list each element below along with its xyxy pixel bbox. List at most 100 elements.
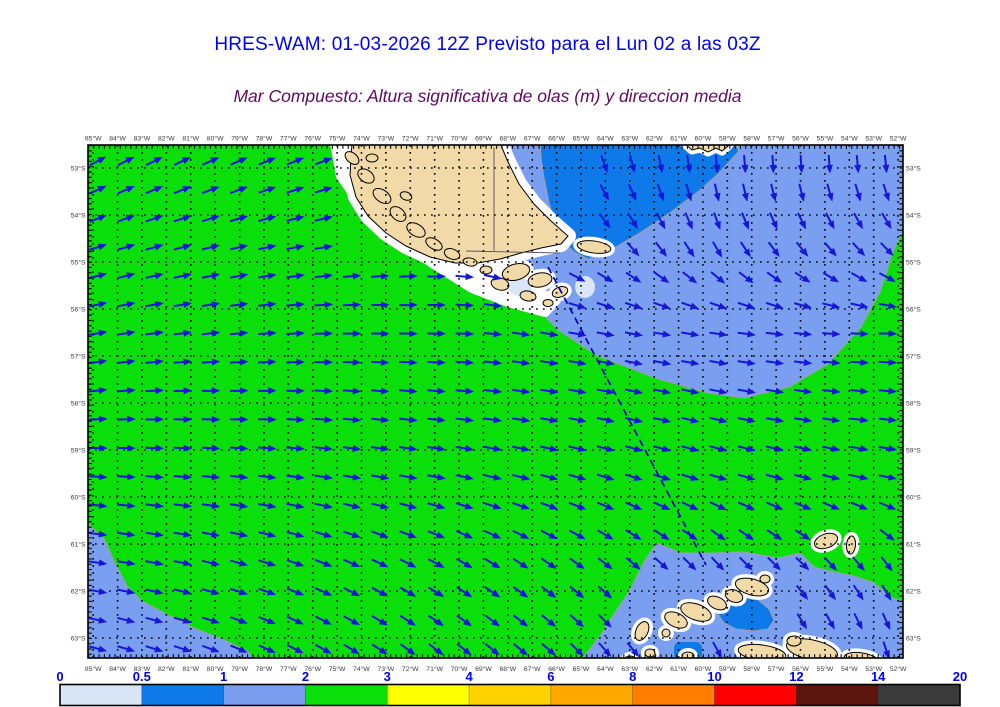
lat-label-left: 61°S	[71, 540, 86, 548]
wave-arrow	[258, 444, 277, 452]
wave-arrow	[89, 243, 107, 251]
wave-arrow	[793, 359, 813, 367]
wave-arrow	[88, 387, 108, 394]
wave-arrow	[681, 416, 700, 424]
wave-arrow	[286, 301, 305, 309]
wave-arrow	[624, 416, 644, 424]
wave-arrow	[117, 243, 136, 251]
lon-label-bottom: 81°W	[182, 665, 199, 673]
wave-arrow	[88, 329, 108, 337]
wave-arrow	[681, 359, 700, 367]
colorbar: 0 0.5 1 2 3 4 6 8 10 12 14 20	[56, 669, 967, 707]
wave-arrow	[88, 300, 108, 308]
lat-label-left: 60°S	[71, 493, 86, 501]
wave-arrow	[511, 445, 531, 453]
wave-arrow	[88, 530, 108, 538]
wave-arrow	[765, 330, 785, 338]
lon-label-top: 58°W	[743, 135, 760, 143]
wave-arrow	[512, 614, 529, 627]
wave-arrow	[201, 387, 221, 395]
wave-arrow	[173, 214, 192, 223]
lon-label-top: 67°W	[524, 135, 541, 143]
colorbar-segment	[223, 684, 306, 706]
wave-arrow	[822, 445, 841, 453]
wave-arrow	[770, 183, 777, 202]
wave-arrow	[597, 613, 612, 628]
lon-label-top: 80°W	[207, 135, 224, 143]
wave-arrow	[88, 502, 108, 509]
wave-arrow	[399, 530, 417, 539]
lon-label-bottom: 85°W	[85, 665, 102, 673]
wave-arrow	[371, 643, 388, 655]
wave-arrow	[879, 528, 895, 541]
wave-arrow	[117, 616, 136, 624]
route-dashed-line	[547, 266, 707, 566]
wave-arrow	[765, 501, 784, 510]
wave-arrow	[766, 271, 783, 284]
wave-arrow	[512, 586, 529, 598]
wave-arrow	[455, 301, 475, 309]
wave-arrow	[314, 473, 333, 481]
wave-arrow	[145, 559, 164, 567]
wave-arrow	[765, 359, 785, 367]
lon-label-top: 85°W	[85, 135, 102, 143]
wave-arrow	[653, 271, 670, 284]
chile-argentina-border	[465, 250, 561, 254]
wave-arrow	[145, 156, 163, 166]
wave-arrow	[117, 300, 136, 308]
wave-arrow	[878, 473, 897, 481]
wave-arrow	[343, 587, 361, 597]
wave-arrow	[258, 157, 276, 166]
colorbar-tick: 2	[302, 669, 309, 684]
land-islet	[490, 277, 510, 291]
wave-arrow	[597, 529, 614, 540]
lon-label-top: 65°W	[573, 135, 590, 143]
wave-arrow	[371, 558, 389, 568]
land-isla-hoste	[501, 262, 531, 282]
wave-arrow	[484, 643, 500, 656]
wave-arrow	[258, 559, 277, 567]
wave-arrow	[286, 387, 305, 395]
wave-arrow	[342, 473, 362, 481]
wave-arrow	[683, 241, 695, 258]
wave-arrow	[370, 301, 390, 309]
wave-arrow	[652, 445, 672, 453]
wave-arrow	[258, 301, 277, 309]
wave-arrow	[399, 586, 417, 597]
lon-label-bottom: 65°W	[573, 665, 590, 673]
wave-arrow	[314, 444, 334, 452]
wave-arrow	[230, 587, 248, 596]
wave-arrow	[229, 215, 249, 223]
land-islet	[479, 265, 493, 275]
wave-arrow	[201, 157, 220, 166]
land-elephant-island	[813, 532, 839, 550]
wave-arrow	[314, 530, 333, 539]
wave-arrow	[624, 387, 644, 395]
lon-label-top: 77°W	[280, 135, 297, 143]
wave-arrow	[625, 557, 641, 570]
colorbar-tick: 4	[465, 669, 473, 684]
wave-arrow	[540, 473, 559, 481]
wave-arrow	[541, 642, 556, 656]
wave-arrow	[201, 301, 221, 309]
wave-arrow	[342, 502, 361, 510]
wave-arrow	[737, 387, 756, 395]
wave-arrow	[117, 358, 136, 366]
wave-arrow	[737, 416, 756, 424]
wave-arrow	[654, 556, 669, 571]
wave-arrow	[399, 643, 416, 655]
land-isla-navarino	[527, 272, 553, 288]
lon-label-bottom: 70°W	[451, 665, 468, 673]
wave-region-1-2m-southwest	[88, 523, 255, 658]
wave-arrow	[201, 272, 221, 280]
lon-label-bottom: 63°W	[621, 665, 638, 673]
wave-arrow	[342, 387, 362, 395]
wave-arrow	[314, 358, 334, 366]
wave-arrow	[258, 644, 276, 653]
colorbar-frame	[59, 683, 961, 707]
wave-arrow	[568, 272, 586, 282]
wave-arrow	[512, 501, 530, 510]
wave-arrow	[145, 530, 164, 538]
wave-arrow	[314, 615, 332, 625]
